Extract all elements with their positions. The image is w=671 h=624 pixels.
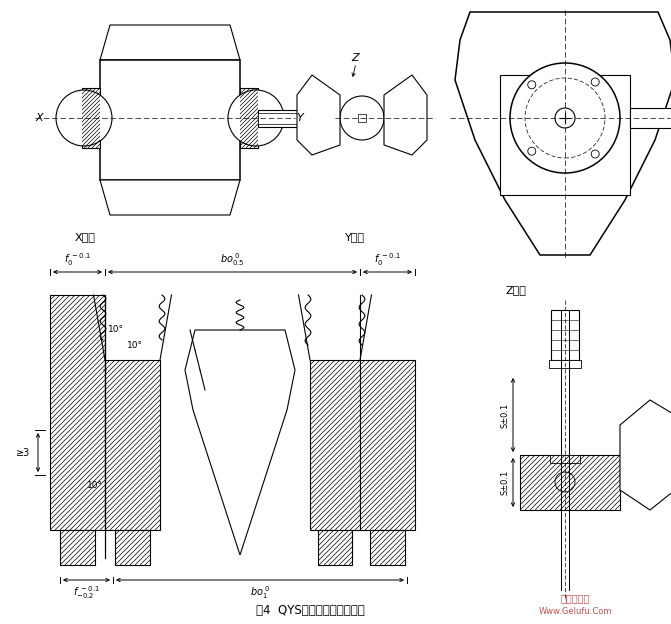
Circle shape	[528, 147, 535, 155]
Polygon shape	[60, 530, 95, 565]
Polygon shape	[185, 330, 295, 555]
Circle shape	[340, 96, 384, 140]
Text: Y放大: Y放大	[345, 232, 365, 242]
Circle shape	[555, 472, 575, 492]
Bar	[258, 110, 303, 127]
Text: X放大: X放大	[75, 232, 96, 242]
Polygon shape	[100, 25, 240, 60]
Polygon shape	[310, 360, 360, 530]
Bar	[100, 60, 240, 180]
Circle shape	[56, 90, 112, 146]
Bar	[258, 113, 303, 124]
Polygon shape	[297, 75, 340, 155]
Circle shape	[528, 80, 535, 89]
Text: $f_0^{\ -0.1}$: $f_0^{\ -0.1}$	[374, 251, 401, 268]
Polygon shape	[455, 12, 671, 255]
Text: 图4  QYS型减速器的支承型式: 图4 QYS型减速器的支承型式	[256, 603, 364, 617]
Polygon shape	[105, 360, 160, 530]
Circle shape	[525, 78, 605, 158]
Polygon shape	[520, 455, 620, 510]
Text: $bo_{0.5}^{\ 0}$: $bo_{0.5}^{\ 0}$	[220, 251, 245, 268]
Circle shape	[591, 78, 599, 86]
Text: $f_0^{\ -0.1}$: $f_0^{\ -0.1}$	[64, 251, 91, 268]
Polygon shape	[100, 180, 240, 215]
Text: S±0.1: S±0.1	[501, 469, 510, 495]
Polygon shape	[384, 75, 427, 155]
Polygon shape	[82, 88, 100, 148]
Polygon shape	[360, 360, 415, 530]
Polygon shape	[318, 530, 352, 565]
Text: $f_{-0.2}^{\ -0.1}$: $f_{-0.2}^{\ -0.1}$	[73, 584, 100, 601]
Text: Z: Z	[351, 53, 359, 63]
Polygon shape	[50, 295, 105, 530]
Text: ≥3: ≥3	[15, 447, 30, 457]
Polygon shape	[115, 530, 150, 565]
Text: 10°: 10°	[127, 341, 143, 349]
Circle shape	[591, 150, 599, 158]
Circle shape	[555, 108, 575, 128]
Text: Www.Gelufu.Com: Www.Gelufu.Com	[538, 608, 612, 617]
Text: Z放大: Z放大	[505, 285, 526, 295]
Text: Y: Y	[296, 113, 303, 123]
Bar	[358, 114, 366, 122]
Polygon shape	[620, 400, 671, 510]
Circle shape	[510, 63, 620, 173]
Bar	[500, 75, 630, 195]
Text: X: X	[35, 113, 43, 123]
Polygon shape	[370, 530, 405, 565]
Bar	[630, 108, 671, 128]
Bar	[551, 310, 579, 360]
Text: 10°: 10°	[87, 480, 103, 489]
Bar	[549, 360, 581, 368]
Text: S±0.1: S±0.1	[501, 402, 510, 427]
Text: $bo_1^{\ 0}$: $bo_1^{\ 0}$	[250, 584, 270, 601]
Bar	[550, 455, 580, 463]
Text: 10°: 10°	[108, 326, 124, 334]
Text: 格鲁夫机械: 格鲁夫机械	[560, 593, 590, 603]
Polygon shape	[240, 88, 258, 148]
Circle shape	[228, 90, 284, 146]
